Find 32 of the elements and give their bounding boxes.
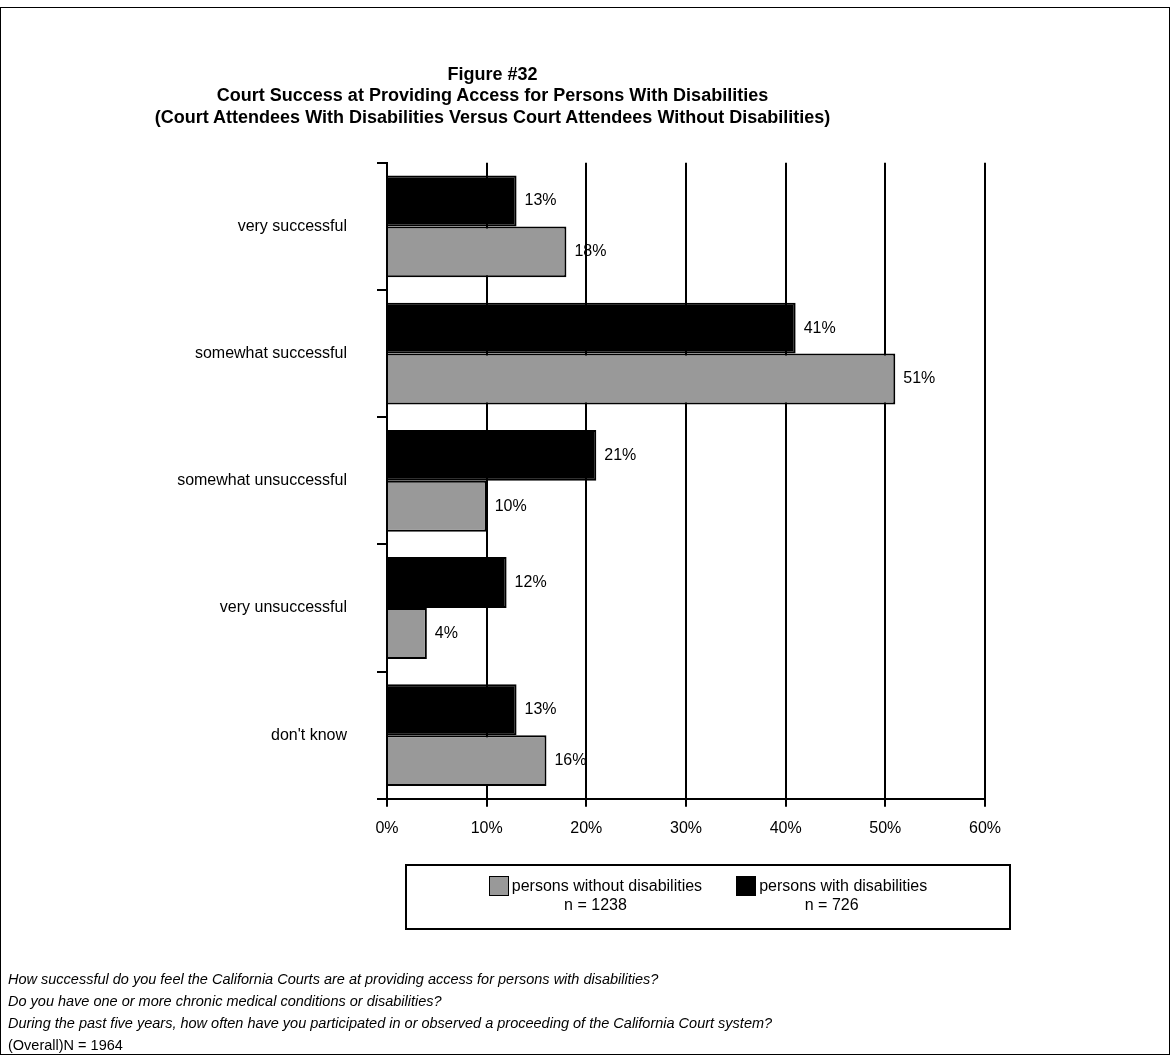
text: How successful do you feel the California Courts are at providing access for persons with disabilities? xyxy=(8,970,660,989)
text: (Overall)N = 1964 xyxy=(8,1036,124,1055)
data-label: 16% xyxy=(554,751,587,769)
text: n = 726 xyxy=(804,896,859,914)
text: n = 1238 xyxy=(564,896,627,914)
data-label: 12% xyxy=(514,572,547,590)
x-tick-label: 20% xyxy=(570,818,603,836)
data-label: 13% xyxy=(524,191,557,209)
y-tick-label: somewhat successful xyxy=(194,344,347,362)
data-label: 51% xyxy=(903,369,936,387)
x-tick-label: 60% xyxy=(968,818,1002,836)
x-tick-label: 50% xyxy=(869,818,902,836)
x-tick-label: 10% xyxy=(470,818,503,836)
y-tick-label: very successful xyxy=(237,216,347,234)
text: (Court Attendees With Disabilities Versus Court Attendees Without Disabilities) xyxy=(154,106,831,127)
y-tick-label: somewhat unsuccessful xyxy=(177,471,347,489)
legend-label: persons with disabilities xyxy=(759,877,928,895)
text: Court Success at Providing Access for Persons With Disabilities xyxy=(216,85,769,106)
x-tick-label: 40% xyxy=(769,818,802,836)
y-tick-label: don't know xyxy=(271,725,348,743)
data-label: 4% xyxy=(434,623,458,641)
text: During the past five years, how often have you participated in or observed a proceeding of the California Court system? xyxy=(8,1014,773,1033)
x-tick-label: 0% xyxy=(375,818,399,836)
data-label: 41% xyxy=(803,318,836,336)
text: Figure #32 xyxy=(447,63,538,84)
data-label: 13% xyxy=(524,700,557,718)
text: Do you have one or more chronic medical conditions or disabilities? xyxy=(8,992,443,1011)
data-label: 10% xyxy=(494,496,527,514)
y-tick-label: very unsuccessful xyxy=(219,598,347,616)
data-label: 21% xyxy=(604,445,637,463)
legend-label: persons without disabilities xyxy=(511,877,703,895)
x-tick-label: 30% xyxy=(669,818,703,836)
